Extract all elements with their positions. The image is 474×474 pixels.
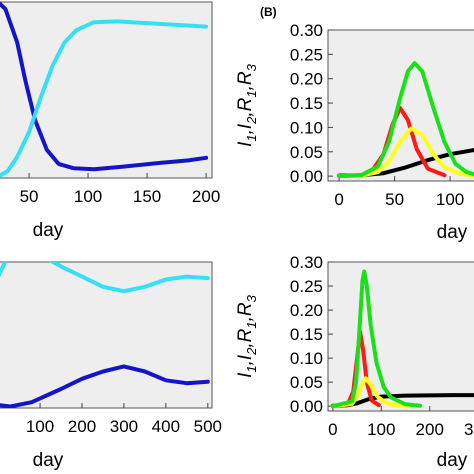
series-line <box>0 262 210 294</box>
series-line <box>330 376 413 409</box>
series-line <box>337 61 474 179</box>
x-tick-label: 100 <box>26 417 54 436</box>
y-axis-label: I1,I2,R1,R3 <box>235 63 259 147</box>
y-tick-label: 0.25 <box>290 45 323 64</box>
x-axis-label: day <box>437 222 468 243</box>
x-tick-label: 150 <box>133 187 161 206</box>
plot-area <box>0 261 213 409</box>
x-tick-label: 0 <box>328 420 337 439</box>
series-group <box>337 61 474 179</box>
series-line <box>0 19 209 178</box>
x-tick-label: 100 <box>367 420 395 439</box>
x-tick-label: 0 <box>334 190 343 209</box>
y-tick-label: 0.10 <box>290 349 323 368</box>
chart-panel-2: 0.00 0.05 0.10 0.15 0.20 0.25 0.30 0 50 100 day I1,… <box>235 5 474 243</box>
y-tick-label: 0.00 <box>290 167 323 186</box>
plot-area <box>327 261 474 412</box>
x-tick-label: 400 <box>152 417 180 436</box>
y-tick-label: 0.30 <box>290 21 323 40</box>
y-tick-label: 0.15 <box>290 325 323 344</box>
y-tick-label: 0.30 <box>290 253 323 272</box>
x-tick-label: 300 <box>110 417 138 436</box>
x-tick-label: 50 <box>385 190 404 209</box>
y-axis-label: I1,I2,R1,R3 <box>235 294 259 378</box>
x-axis-label: day <box>33 220 64 241</box>
y-tick-label: 0.20 <box>290 70 323 89</box>
series-group <box>0 262 210 408</box>
panel-label: (B) <box>260 5 277 19</box>
series-group <box>330 269 474 409</box>
plot-area <box>0 1 213 179</box>
x-axis-label: day <box>33 450 64 471</box>
series-line <box>0 364 210 408</box>
chart-panel-4: 0.00 0.05 0.10 0.15 0.20 0.25 0.30 0 100 200 300 da… <box>235 253 474 471</box>
chart-panel-3: 100 200 300 400 500 day <box>0 261 222 471</box>
y-tick-label: 0.20 <box>290 301 323 320</box>
x-tick-label: 100 <box>436 190 464 209</box>
x-tick-label: 100 <box>74 187 102 206</box>
series-group <box>0 2 209 178</box>
y-tick-label: 0.10 <box>290 118 323 137</box>
x-tick-label: 300 <box>464 420 474 439</box>
y-tick-label: 0.00 <box>290 397 323 416</box>
series-line <box>330 269 423 409</box>
x-axis-label: day <box>437 450 468 471</box>
x-tick-label: 200 <box>68 417 96 436</box>
series-line <box>337 126 474 179</box>
y-tick-label: 0.15 <box>290 94 323 113</box>
chart-panel-1: 50 100 150 200 day <box>0 1 220 241</box>
y-tick-label: 0.25 <box>290 277 323 296</box>
series-line <box>0 2 209 172</box>
y-tick-label: 0.05 <box>290 143 323 162</box>
x-tick-label: 500 <box>194 417 222 436</box>
x-tick-label: 200 <box>192 187 220 206</box>
y-tick-label: 0.05 <box>290 373 323 392</box>
x-tick-label: 200 <box>416 420 444 439</box>
x-tick-label: 50 <box>20 187 39 206</box>
